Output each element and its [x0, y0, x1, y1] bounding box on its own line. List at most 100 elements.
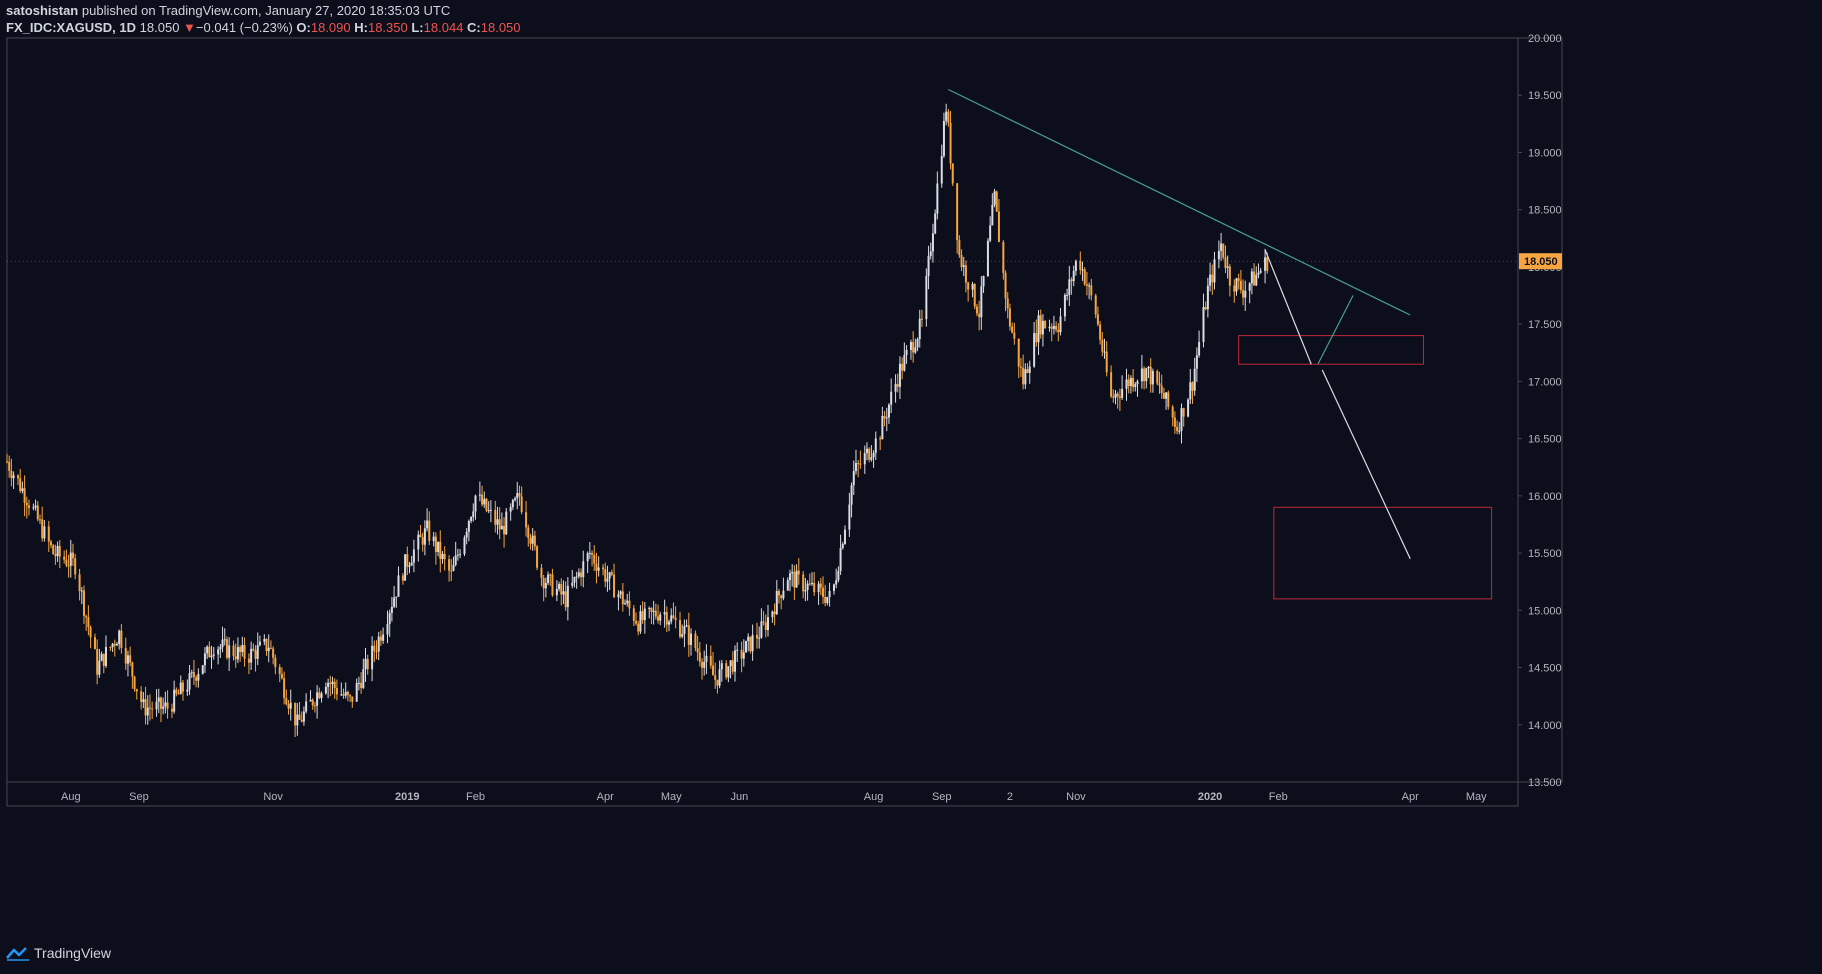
candle: [632, 604, 635, 627]
candle-body: [41, 519, 44, 539]
candle-body: [993, 191, 996, 205]
candle-body: [1167, 392, 1170, 407]
candle: [652, 600, 655, 625]
candle-body: [503, 525, 506, 535]
symbol-label[interactable]: FX_IDC:XAGUSD, 1D: [6, 20, 137, 35]
candle: [219, 643, 222, 658]
candle: [186, 679, 189, 696]
candle-body: [527, 527, 530, 539]
candle-body: [434, 536, 437, 552]
candle: [588, 542, 591, 560]
candle-body: [126, 655, 129, 664]
candle: [164, 691, 167, 714]
y-tick-label: 15.000: [1528, 605, 1562, 617]
candle-body: [980, 286, 983, 318]
candle-body: [54, 554, 57, 557]
candle: [1213, 251, 1216, 290]
candle: [808, 573, 811, 586]
candle-body: [1110, 372, 1113, 397]
candle-body: [232, 645, 235, 657]
candle-body: [377, 636, 380, 652]
candle: [672, 602, 675, 619]
candle-body: [802, 574, 805, 592]
author-name[interactable]: satoshistan: [6, 3, 79, 18]
candle-body: [1239, 280, 1242, 291]
candle-body: [1059, 316, 1062, 333]
candle: [89, 625, 92, 649]
candle: [360, 672, 363, 694]
candle: [525, 500, 528, 537]
candle-body: [626, 600, 629, 604]
candle: [441, 551, 444, 564]
drawings-layer[interactable]: [7, 88, 1518, 600]
candle: [1189, 368, 1192, 405]
candle: [159, 696, 162, 723]
price-badge: [1519, 253, 1562, 270]
candle: [936, 171, 939, 220]
candle-body: [1105, 351, 1108, 373]
candle: [918, 309, 921, 348]
candle-body: [373, 645, 376, 652]
candle-body: [1125, 379, 1128, 389]
candle: [514, 496, 517, 502]
candle-body: [685, 625, 688, 627]
candle: [619, 590, 622, 599]
candle-body: [1193, 368, 1196, 391]
tradingview-logo-icon[interactable]: [6, 945, 30, 961]
candle: [734, 645, 737, 682]
price-axis-border: [1517, 37, 1563, 783]
candle: [10, 458, 13, 487]
candle-body: [654, 610, 657, 617]
candle-body: [894, 384, 897, 392]
candle: [313, 701, 316, 713]
candle: [527, 524, 530, 547]
candle-body: [47, 526, 50, 542]
candle-body: [179, 682, 182, 695]
candle: [509, 503, 512, 521]
candle: [206, 645, 209, 659]
candle-body: [916, 339, 919, 348]
time-axis[interactable]: Aug Sep Nov 2019 Feb Apr May Jun Aug Sep 2 Nov 2020 F…: [61, 791, 1487, 803]
candle: [971, 281, 974, 298]
candle-body: [920, 318, 923, 320]
candle: [564, 581, 567, 611]
candle: [960, 249, 963, 272]
candle: [170, 703, 173, 719]
candle-body: [786, 580, 789, 591]
candle: [945, 103, 948, 126]
candle-body: [1228, 266, 1231, 286]
candle: [133, 675, 136, 692]
candle: [663, 599, 666, 628]
x-tick-label: Sep: [129, 791, 149, 803]
candle-body: [485, 498, 488, 511]
candle-body: [1264, 257, 1267, 271]
candle-body: [975, 306, 978, 314]
candle: [1096, 306, 1099, 327]
candle-body: [703, 661, 706, 668]
candle-body: [788, 573, 791, 581]
candle-body: [109, 646, 112, 648]
candle-body: [531, 535, 534, 544]
candle-body: [225, 639, 228, 658]
candle-body: [87, 617, 90, 628]
candle: [278, 664, 281, 683]
candle-body: [571, 582, 574, 586]
candle: [166, 690, 169, 719]
price-axis[interactable]: 20.00019.50019.00018.50018.00017.50017.0…: [1518, 33, 1562, 789]
candle-body: [181, 682, 184, 692]
candle: [16, 474, 19, 486]
candle-body: [351, 696, 354, 702]
candle: [1239, 269, 1242, 294]
candle-body: [610, 572, 613, 575]
candle: [1033, 322, 1036, 368]
candle: [520, 486, 523, 515]
footer-brand[interactable]: TradingView: [34, 945, 112, 961]
candle-body: [239, 647, 242, 653]
candle-body: [1160, 385, 1163, 394]
candle-body: [857, 463, 860, 465]
candle-body: [10, 470, 13, 479]
candle: [98, 648, 101, 678]
candle-body: [82, 590, 85, 616]
candle-body: [670, 615, 673, 622]
